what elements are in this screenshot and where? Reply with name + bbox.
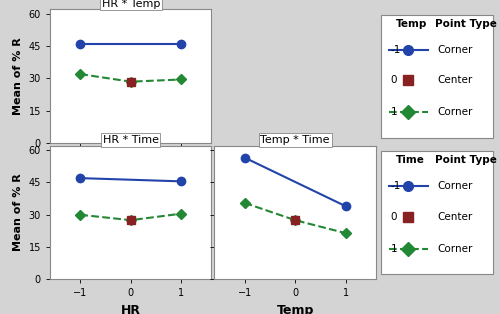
Text: Corner: Corner bbox=[437, 45, 472, 55]
Title: HR * Time: HR * Time bbox=[102, 135, 158, 145]
Text: Time: Time bbox=[396, 155, 425, 165]
Text: 1: 1 bbox=[390, 107, 397, 117]
Text: -1: -1 bbox=[390, 181, 401, 191]
Text: Point Type: Point Type bbox=[434, 155, 496, 165]
Text: 0: 0 bbox=[390, 75, 397, 85]
Text: Corner: Corner bbox=[437, 244, 472, 254]
Title: Temp * Time: Temp * Time bbox=[260, 135, 330, 145]
Title: HR * Temp: HR * Temp bbox=[102, 0, 160, 9]
Text: 0: 0 bbox=[390, 212, 397, 222]
X-axis label: Temp: Temp bbox=[276, 304, 314, 314]
Text: Corner: Corner bbox=[437, 107, 472, 117]
Text: Center: Center bbox=[437, 212, 472, 222]
Text: 1: 1 bbox=[390, 244, 397, 254]
Text: Center: Center bbox=[437, 75, 472, 85]
FancyBboxPatch shape bbox=[381, 151, 492, 274]
Text: -1: -1 bbox=[390, 45, 401, 55]
Text: Point Type: Point Type bbox=[434, 19, 496, 29]
Y-axis label: Mean of % R: Mean of % R bbox=[13, 37, 23, 115]
FancyBboxPatch shape bbox=[381, 15, 492, 138]
Text: Temp: Temp bbox=[396, 19, 428, 29]
Text: Corner: Corner bbox=[437, 181, 472, 191]
Y-axis label: Mean of % R: Mean of % R bbox=[13, 174, 23, 252]
X-axis label: HR: HR bbox=[120, 304, 141, 314]
